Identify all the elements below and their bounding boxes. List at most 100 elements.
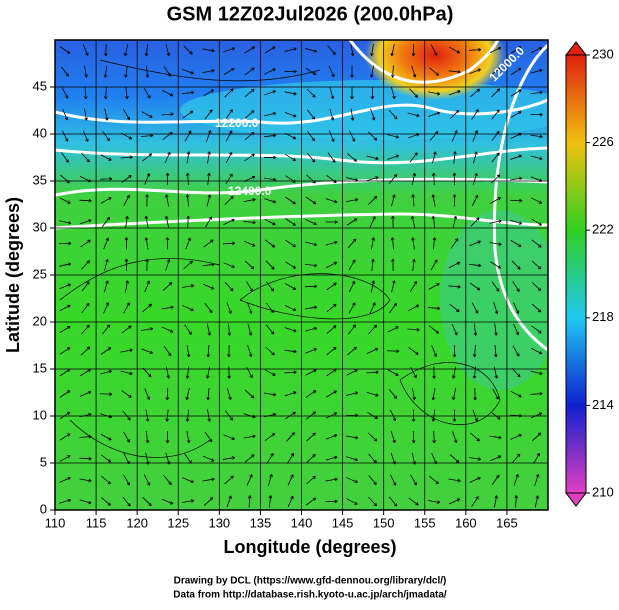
stream-arrow [452, 194, 457, 207]
stream-arrow [348, 259, 356, 271]
stream-arrow [431, 409, 436, 422]
stream-arrow [122, 496, 131, 507]
stream-arrow [494, 323, 498, 336]
stream-arrow [305, 219, 317, 226]
stream-arrow [59, 347, 71, 355]
y-tick-label: 0 [40, 501, 47, 516]
stream-arrow [81, 302, 90, 314]
stream-arrow [327, 152, 336, 163]
stream-arrow [530, 155, 543, 161]
stream-arrow [531, 239, 542, 248]
stream-arrow [284, 47, 297, 52]
stream-arrow [346, 218, 358, 226]
stream-arrow [388, 109, 398, 120]
stream-arrow [493, 366, 499, 379]
stream-arrow [390, 431, 396, 443]
stream-arrow [263, 155, 277, 160]
stream-arrow [59, 498, 72, 504]
stream-arrow [225, 173, 233, 185]
stream-arrow [366, 391, 379, 397]
stream-arrow [452, 344, 457, 358]
x-tick-label: 135 [250, 515, 272, 530]
colorbar [565, 54, 587, 494]
stream-arrow [264, 46, 276, 54]
stream-arrow [325, 434, 338, 440]
stream-arrow [509, 198, 523, 203]
stream-arrow [100, 369, 113, 375]
stream-arrow [452, 431, 458, 443]
stream-arrow [223, 47, 236, 53]
y-tick-label: 25 [33, 266, 47, 281]
stream-arrow [227, 366, 231, 379]
stream-arrow [452, 366, 457, 379]
stream-arrow [182, 110, 194, 119]
stream-arrow [432, 151, 437, 164]
y-tick-label: 5 [40, 454, 47, 469]
stream-arrow [185, 409, 190, 422]
stream-arrow [326, 303, 337, 313]
stream-arrow [325, 455, 338, 461]
stream-arrow [285, 196, 296, 205]
stream-arrow [203, 89, 214, 97]
stream-arrow [61, 87, 69, 99]
stream-arrow [469, 476, 481, 483]
stream-arrow [225, 151, 233, 164]
stream-arrow [350, 44, 355, 57]
stream-arrow [124, 65, 128, 78]
stream-arrow [123, 431, 130, 443]
stream-arrow [59, 220, 72, 225]
stream-arrow [186, 431, 191, 444]
stream-arrow [387, 369, 399, 376]
stream-arrow [346, 391, 359, 396]
stream-arrow [286, 432, 295, 442]
stream-arrow [202, 283, 215, 290]
stream-arrow [389, 302, 397, 314]
stream-arrow [366, 347, 379, 354]
y-tick-label: 10 [33, 407, 47, 422]
x-tick-label: 155 [414, 515, 436, 530]
stream-arrow [366, 155, 379, 161]
grid [54, 40, 548, 511]
stream-arrow [325, 499, 338, 504]
contour-label: 12400.0 [228, 184, 272, 198]
stream-arrow [489, 455, 502, 462]
stream-arrow [145, 194, 149, 207]
stream-arrow [346, 498, 358, 505]
stream-arrow [284, 370, 297, 375]
stream-arrow [62, 108, 69, 121]
stream-arrow [244, 88, 255, 98]
stream-arrow [530, 197, 543, 204]
stream-arrow [103, 302, 110, 314]
stream-arrow [81, 260, 91, 270]
stream-arrow [448, 90, 461, 96]
stream-arrow [185, 366, 190, 379]
stream-arrow [224, 475, 234, 485]
stream-arrow [387, 154, 399, 160]
stream-arrow [247, 345, 253, 358]
stream-arrow [305, 196, 317, 205]
stream-arrow [165, 44, 171, 57]
stream-arrow [530, 46, 543, 53]
stream-arrow [409, 152, 418, 163]
stream-arrow [79, 478, 92, 483]
stream-arrow [470, 217, 480, 227]
stream-arrow [100, 347, 112, 355]
stream-arrow [510, 89, 522, 97]
stream-arrow [140, 133, 154, 138]
stream-arrow [101, 497, 111, 506]
stream-arrow [59, 304, 71, 312]
stream-arrow [412, 388, 416, 401]
stream-arrow [182, 68, 194, 75]
stream-arrow [124, 258, 129, 272]
y-axis-label: Latitude (degrees) [3, 197, 23, 353]
stream-arrow [512, 281, 520, 292]
stream-arrow [265, 281, 275, 292]
stream-arrow [183, 260, 193, 270]
stream-arrow [264, 68, 276, 75]
stream-arrow [265, 346, 275, 356]
stream-arrow [513, 302, 520, 314]
stream-arrow [227, 323, 232, 336]
stream-arrow [202, 262, 215, 267]
stream-arrow [469, 282, 481, 291]
